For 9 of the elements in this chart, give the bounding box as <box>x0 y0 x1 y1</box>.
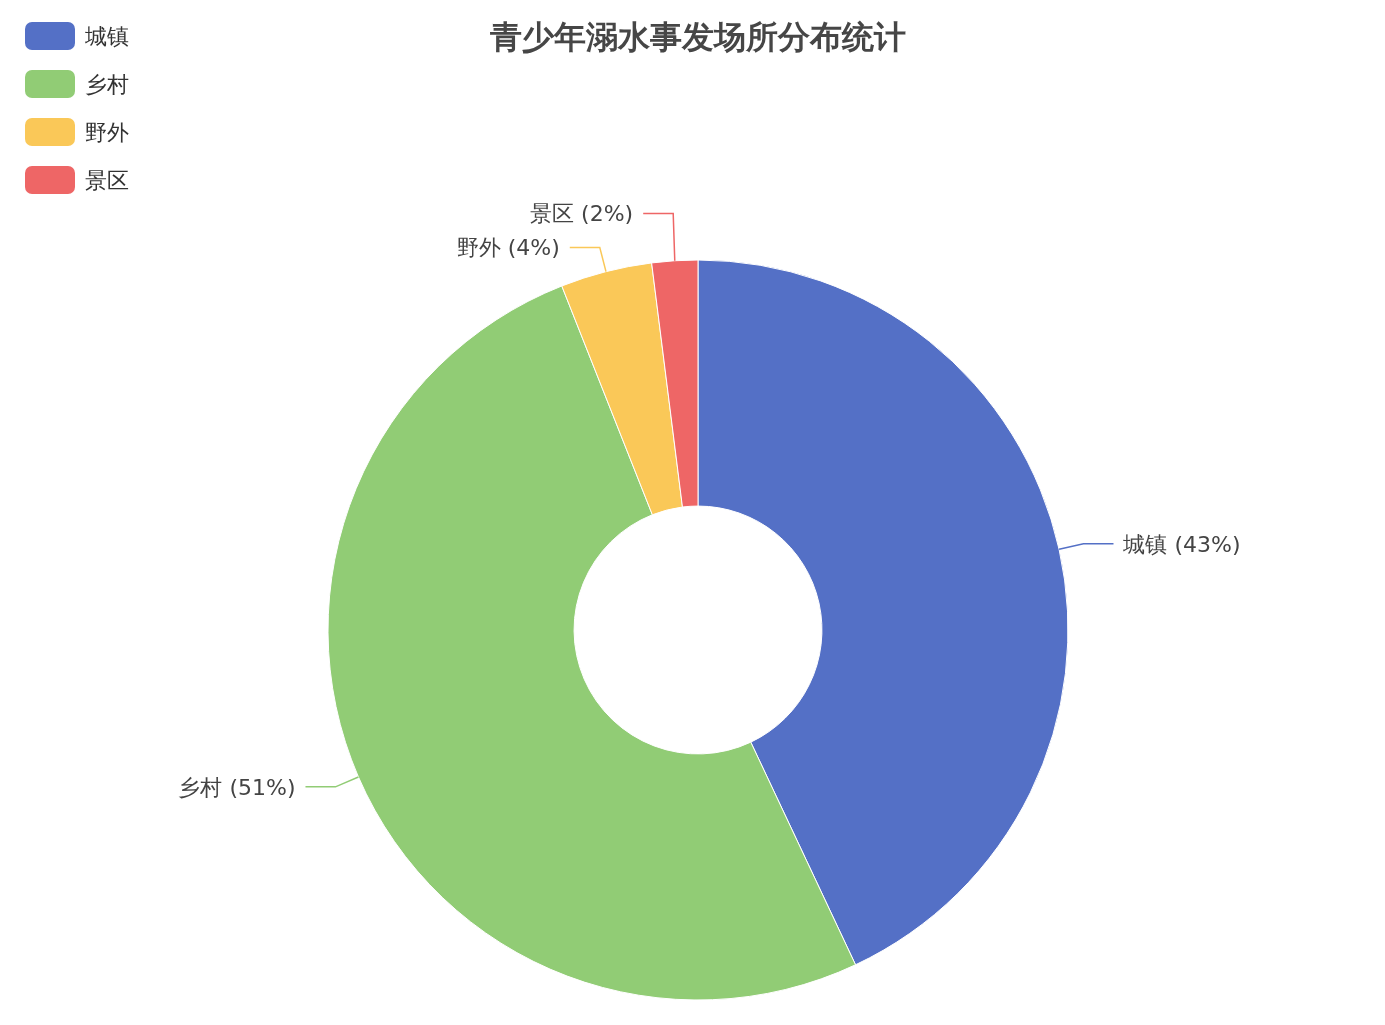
legend-label: 景区 <box>85 168 129 193</box>
legend-label: 野外 <box>85 120 129 145</box>
legend-label: 乡村 <box>85 72 129 97</box>
chart-title: 青少年溺水事发场所分布统计 <box>489 18 906 56</box>
data-label: 城镇 (43%) <box>1122 531 1241 557</box>
data-label: 野外 (4%) <box>456 235 560 261</box>
data-label: 景区 (2%) <box>530 201 634 227</box>
legend-label: 城镇 <box>84 24 129 49</box>
data-label: 乡村 (51%) <box>178 774 296 800</box>
